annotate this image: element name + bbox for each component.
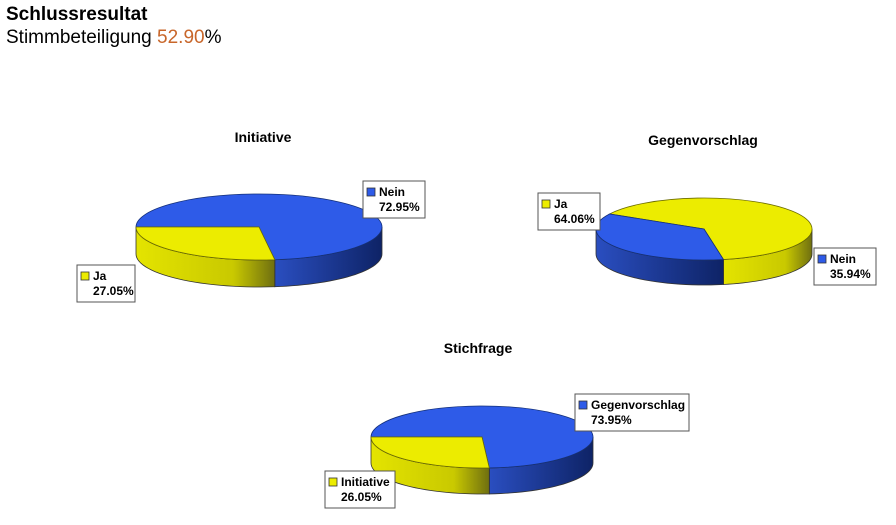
turnout-unit: %: [204, 27, 222, 48]
slice-value: 35.94%: [830, 267, 871, 281]
slice-value: 26.05%: [341, 490, 382, 504]
label-box: [574, 393, 690, 432]
slice-name: Nein: [830, 252, 856, 266]
pie-slice-initiative: [370, 436, 490, 469]
chart-title-1: Initiative: [235, 129, 292, 145]
legend-swatch: [366, 187, 376, 197]
slice-value: 27.05%: [93, 284, 134, 298]
results-header: Schlussresultat Stimmbeteiligung 52.90%: [6, 4, 221, 50]
slice-value: 73.95%: [591, 413, 632, 427]
turnout-line: Stimmbeteiligung 52.90%: [6, 26, 221, 50]
label-box: [537, 192, 601, 231]
label-box: [362, 180, 426, 219]
turnout-label: Stimmbeteiligung: [6, 27, 152, 48]
legend-swatch: [817, 254, 827, 264]
label-box: [324, 470, 396, 509]
pie-tops: [370, 405, 594, 469]
legend-swatch: [578, 400, 588, 410]
legend-swatch: [328, 477, 338, 487]
chart-title-2: Gegenvorschlag: [648, 132, 758, 148]
label-box: [76, 264, 136, 303]
slice-name: Ja: [554, 197, 568, 211]
slice-name: Initiative: [341, 475, 390, 489]
slice-value: 64.06%: [554, 212, 595, 226]
pie-tops: [135, 193, 383, 261]
pie-slice-ja: [608, 197, 813, 260]
slice-name: Nein: [379, 185, 405, 199]
slice-value: 72.95%: [379, 200, 420, 214]
page-title: Schlussresultat: [6, 4, 148, 25]
legend-swatch: [80, 271, 90, 281]
label-box: [813, 247, 877, 286]
slice-name: Ja: [93, 269, 107, 283]
slice-name: Gegenvorschlag: [591, 398, 685, 412]
turnout-value: 52.90: [157, 27, 205, 48]
legend-swatch: [541, 199, 551, 209]
chart-title-3: Stichfrage: [444, 340, 513, 356]
pie-tops: [595, 197, 813, 261]
pie-slice-ja: [135, 226, 276, 261]
